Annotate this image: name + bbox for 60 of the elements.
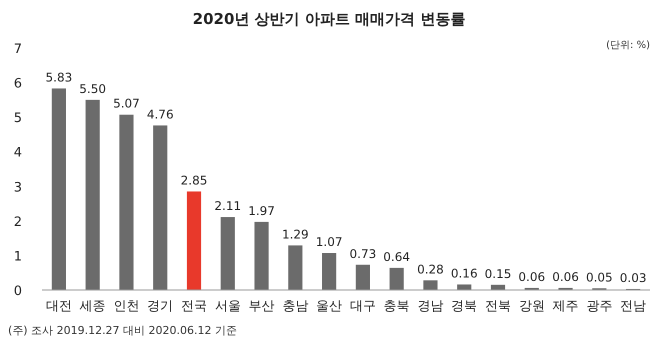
y-tick-label: 4	[14, 146, 22, 161]
data-label: 5.50	[79, 82, 106, 96]
bar	[119, 114, 134, 290]
bar	[390, 268, 404, 290]
text: (주) 조사 2019.12.27 대비 2020.06.12 기준	[8, 324, 238, 337]
x-tick-label: 대전	[46, 299, 72, 314]
x-tick-label: 인천	[113, 299, 140, 314]
x-tick-label: 전북	[485, 299, 511, 314]
y-tick-label: 5	[14, 111, 22, 126]
x-tick-label: 전국	[181, 299, 207, 314]
y-tick-label: 0	[14, 284, 22, 299]
bar	[220, 217, 235, 290]
bar	[52, 88, 66, 290]
y-tick-label: 1	[14, 249, 22, 264]
data-label: 1.07	[316, 235, 342, 250]
data-label: 0.16	[450, 266, 478, 280]
data-label: 1.29	[282, 227, 309, 242]
x-tick-label: 광주	[586, 299, 612, 314]
data-label: 0.64	[383, 250, 410, 264]
data-label: 0.05	[586, 270, 613, 284]
data-label: 0.73	[350, 246, 376, 261]
data-label: 2.85	[180, 173, 208, 188]
data-label: 0.28	[417, 262, 444, 276]
data-label: 0.06	[518, 270, 546, 284]
x-tick-label: 충남	[282, 299, 308, 314]
x-tick-label: 울산	[316, 299, 342, 314]
data-label: 0.03	[620, 270, 646, 285]
x-tick-label: 부산	[248, 299, 275, 314]
bar	[153, 125, 168, 290]
data-label: 0.15	[484, 266, 512, 281]
x-tick-label: 서울	[214, 299, 241, 314]
chart-title: 2020년 상반기 아파트 매매가격 변동률	[192, 10, 466, 28]
x-tick-label: 강원	[518, 299, 545, 314]
data-label: 0.06	[552, 270, 579, 284]
x-tick-label: 충북	[384, 299, 410, 314]
data-label: 5.07	[113, 96, 140, 111]
x-tick-label: 제주	[552, 299, 579, 314]
bar	[322, 253, 336, 290]
bar	[457, 284, 472, 290]
data-label: 2.11	[214, 199, 242, 214]
data-label: 5.83	[46, 70, 72, 84]
y-tick-label: 6	[14, 76, 22, 92]
x-tick-label: 세종	[80, 299, 106, 314]
bar	[356, 264, 370, 290]
bar	[186, 191, 202, 290]
bar	[254, 222, 269, 290]
y-axis-title: (단위: %)	[606, 40, 650, 51]
bar	[423, 280, 438, 290]
bar	[86, 100, 100, 290]
x-tick-label: 대구	[350, 299, 376, 314]
y-tick-label: 3	[14, 180, 22, 196]
data-label: 1.97	[248, 204, 275, 218]
x-tick-label: 경북	[451, 299, 478, 314]
bar	[288, 245, 302, 290]
x-tick-label: 경남	[417, 299, 444, 314]
x-tick-label: 경기	[147, 299, 174, 314]
data-label: 4.76	[146, 107, 174, 122]
y-tick-label: 2	[14, 214, 22, 230]
x-tick-label: 전남	[620, 299, 646, 314]
y-tick-label: 7	[14, 42, 22, 57]
